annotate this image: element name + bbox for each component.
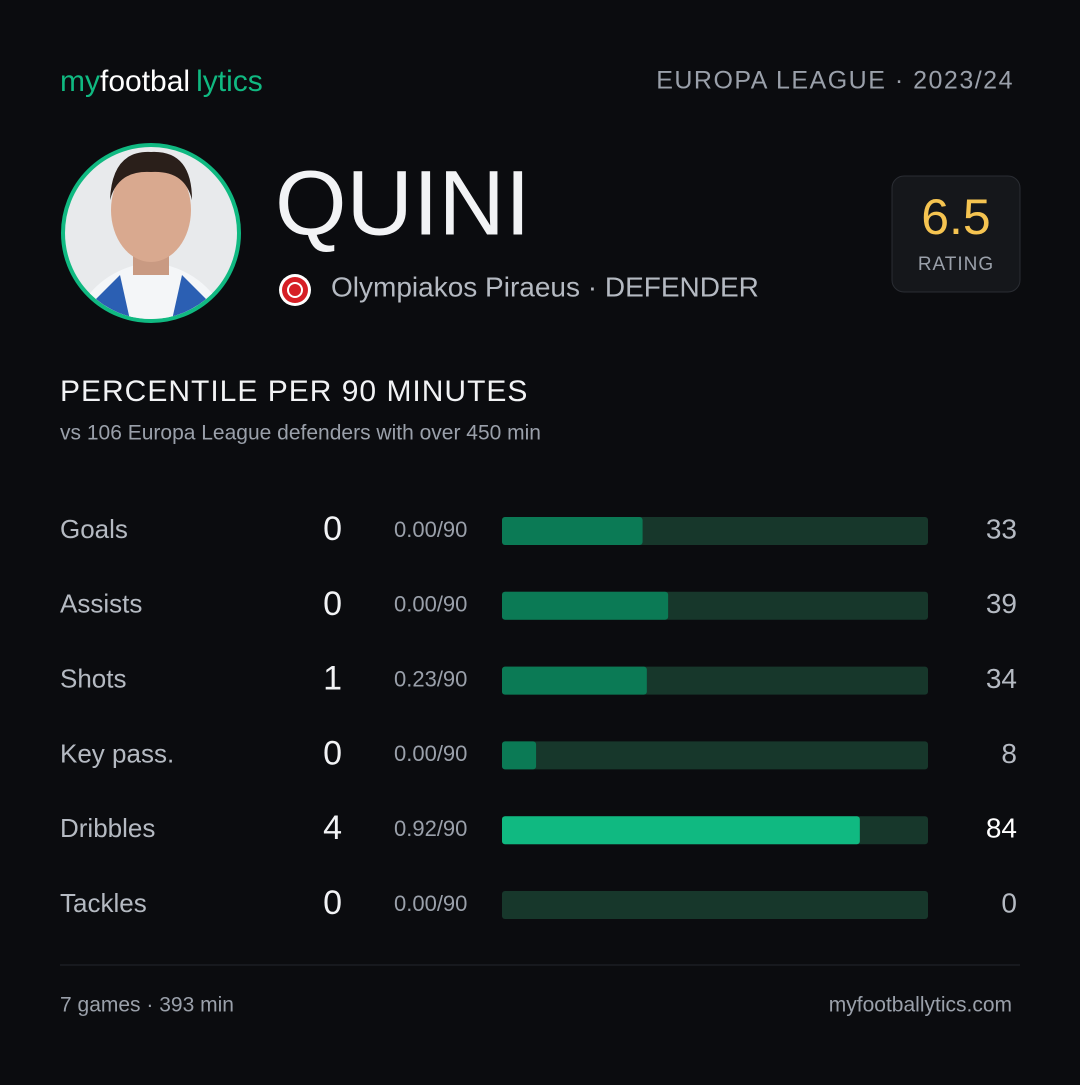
- player-photo: [61, 143, 241, 323]
- stat-total: 0: [323, 884, 342, 922]
- club-badge: [279, 274, 311, 306]
- stat-label: Key pass.: [60, 738, 174, 768]
- percentile-bar: [502, 517, 643, 545]
- logo-part: lytics: [196, 65, 263, 98]
- club-line: Olympiakos Piraeus · DEFENDER: [331, 271, 759, 302]
- logo-part: my: [60, 65, 100, 98]
- percentile-label: 39: [986, 588, 1017, 619]
- stat-per90: 0.92/90: [394, 816, 467, 841]
- player-name: QUINI: [275, 152, 531, 254]
- percentile-label: 8: [1001, 738, 1017, 769]
- percentile-label: 84: [986, 813, 1017, 844]
- percentile-label: 34: [986, 663, 1017, 694]
- stat-total: 0: [323, 510, 342, 548]
- section-title: PERCENTILE PER 90 MINUTES: [60, 375, 528, 408]
- percentile-label: 33: [986, 513, 1017, 544]
- stat-total: 1: [323, 660, 342, 698]
- percentile-bar: [502, 816, 860, 845]
- logo: myfootbal lytics: [60, 65, 263, 98]
- stat-total: 0: [323, 585, 342, 623]
- footer-site: myfootballytics.com: [829, 994, 1012, 1017]
- stat-per90: 0.23/90: [394, 666, 467, 691]
- percentile-bar: [502, 666, 647, 695]
- percentile-bar: [502, 591, 669, 620]
- stat-label: Dribbles: [60, 813, 155, 843]
- rating: 6.5: [921, 189, 991, 245]
- stat-label: Tackles: [60, 888, 147, 918]
- stat-per90: 0.00/90: [394, 891, 467, 916]
- competition: EUROPA LEAGUE · 2023/24: [656, 67, 1014, 95]
- stat-per90: 0.00/90: [394, 741, 467, 766]
- bar-track: [502, 891, 928, 919]
- logo-part: footbal: [100, 65, 190, 98]
- percentile-label: 0: [1001, 887, 1017, 918]
- percentile-bar: [502, 741, 537, 770]
- rating-box: [891, 175, 1021, 293]
- stat-total: 0: [323, 734, 342, 772]
- section-subtitle: vs 106 Europa League defenders with over…: [60, 422, 541, 445]
- stat-per90: 0.00/90: [394, 592, 467, 617]
- footer-stats: 7 games · 393 min: [60, 994, 234, 1017]
- stat-label: Shots: [60, 663, 127, 693]
- stat-label: Goals: [60, 514, 128, 544]
- stat-label: Assists: [60, 589, 142, 619]
- stat-total: 4: [323, 809, 342, 847]
- rating-label: RATING: [918, 254, 994, 275]
- stat-per90: 0.00/90: [394, 517, 467, 542]
- bar-track: [502, 741, 928, 770]
